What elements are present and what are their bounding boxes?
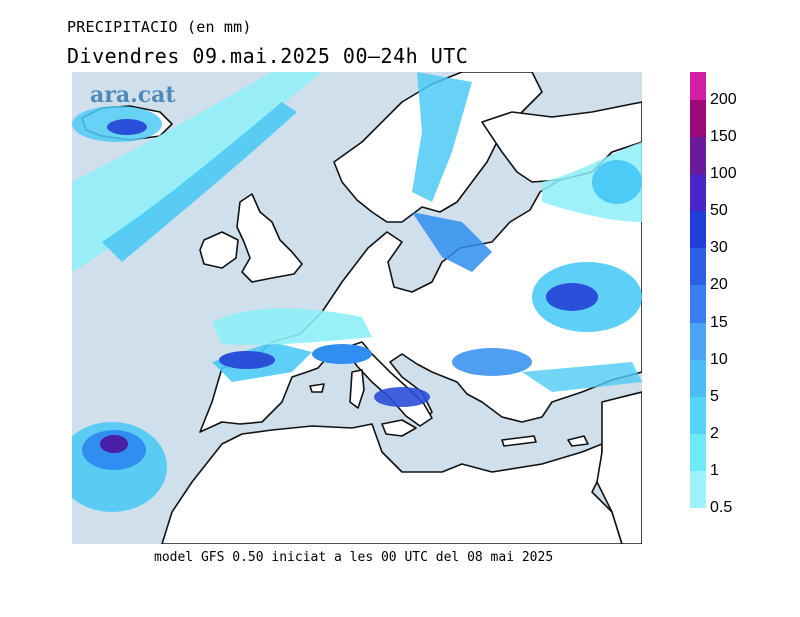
rain-baltic — [412, 212, 492, 272]
legend-label: 150 — [710, 128, 737, 146]
legend-swatch — [690, 396, 706, 434]
legend-swatch — [690, 322, 706, 360]
crete — [501, 435, 537, 447]
legend-label: 0.5 — [710, 499, 733, 516]
model-info: model GFS 0.50 iniciat a les 00 UTC del … — [154, 550, 554, 565]
legend-swatch — [690, 433, 706, 471]
rain-ukraine-core — [546, 283, 598, 311]
rain-france — [212, 308, 372, 345]
legend-swatch — [690, 359, 706, 397]
legend-label: 20 — [710, 276, 728, 294]
balearic — [309, 383, 325, 393]
legend-label: 1 — [710, 461, 719, 479]
rain-tyrrhenian — [374, 387, 430, 407]
ireland — [199, 231, 239, 269]
rain-iberia-core — [219, 351, 275, 369]
legend-label: 5 — [710, 387, 719, 405]
precipitation-layer — [72, 72, 642, 512]
legend-label: 30 — [710, 239, 728, 257]
legend-label: 100 — [710, 165, 737, 183]
north-africa — [161, 423, 623, 544]
legend-label: 2 — [710, 424, 719, 442]
legend-swatch — [690, 248, 706, 286]
legend-swatch — [690, 72, 706, 100]
great-britain — [236, 193, 303, 283]
legend-swatch — [690, 137, 706, 175]
precipitation-map — [72, 72, 642, 544]
rain-northeast-core — [592, 160, 642, 204]
sicily — [381, 419, 417, 437]
legend-label: 200 — [710, 91, 737, 108]
legend-label: 10 — [710, 350, 728, 368]
legend-swatch — [690, 100, 706, 138]
chart-title: PRECIPITACIO (en mm) — [67, 18, 252, 36]
cyprus — [567, 435, 589, 447]
rain-balkans — [452, 348, 532, 376]
legend-swatch — [690, 285, 706, 323]
forecast-date: Divendres 09.mai.2025 00–24h UTC — [67, 44, 469, 68]
precipitation-legend — [690, 72, 708, 508]
legend-swatch — [690, 211, 706, 249]
rain-iceland-core — [107, 119, 147, 135]
rain-turkey — [522, 362, 642, 392]
brand-watermark: ara.cat — [90, 82, 176, 108]
levant — [596, 391, 642, 544]
rain-band-atlantic-core — [102, 102, 297, 262]
rain-scandinavia — [412, 72, 472, 202]
rain-canaries-core — [100, 435, 128, 453]
legend-label: 15 — [710, 313, 728, 331]
map-canvas — [72, 72, 642, 544]
sardinia — [349, 369, 365, 409]
legend-swatch — [690, 470, 706, 508]
legend-swatch — [690, 174, 706, 212]
rain-alps — [312, 344, 372, 364]
legend-label: 50 — [710, 202, 728, 220]
